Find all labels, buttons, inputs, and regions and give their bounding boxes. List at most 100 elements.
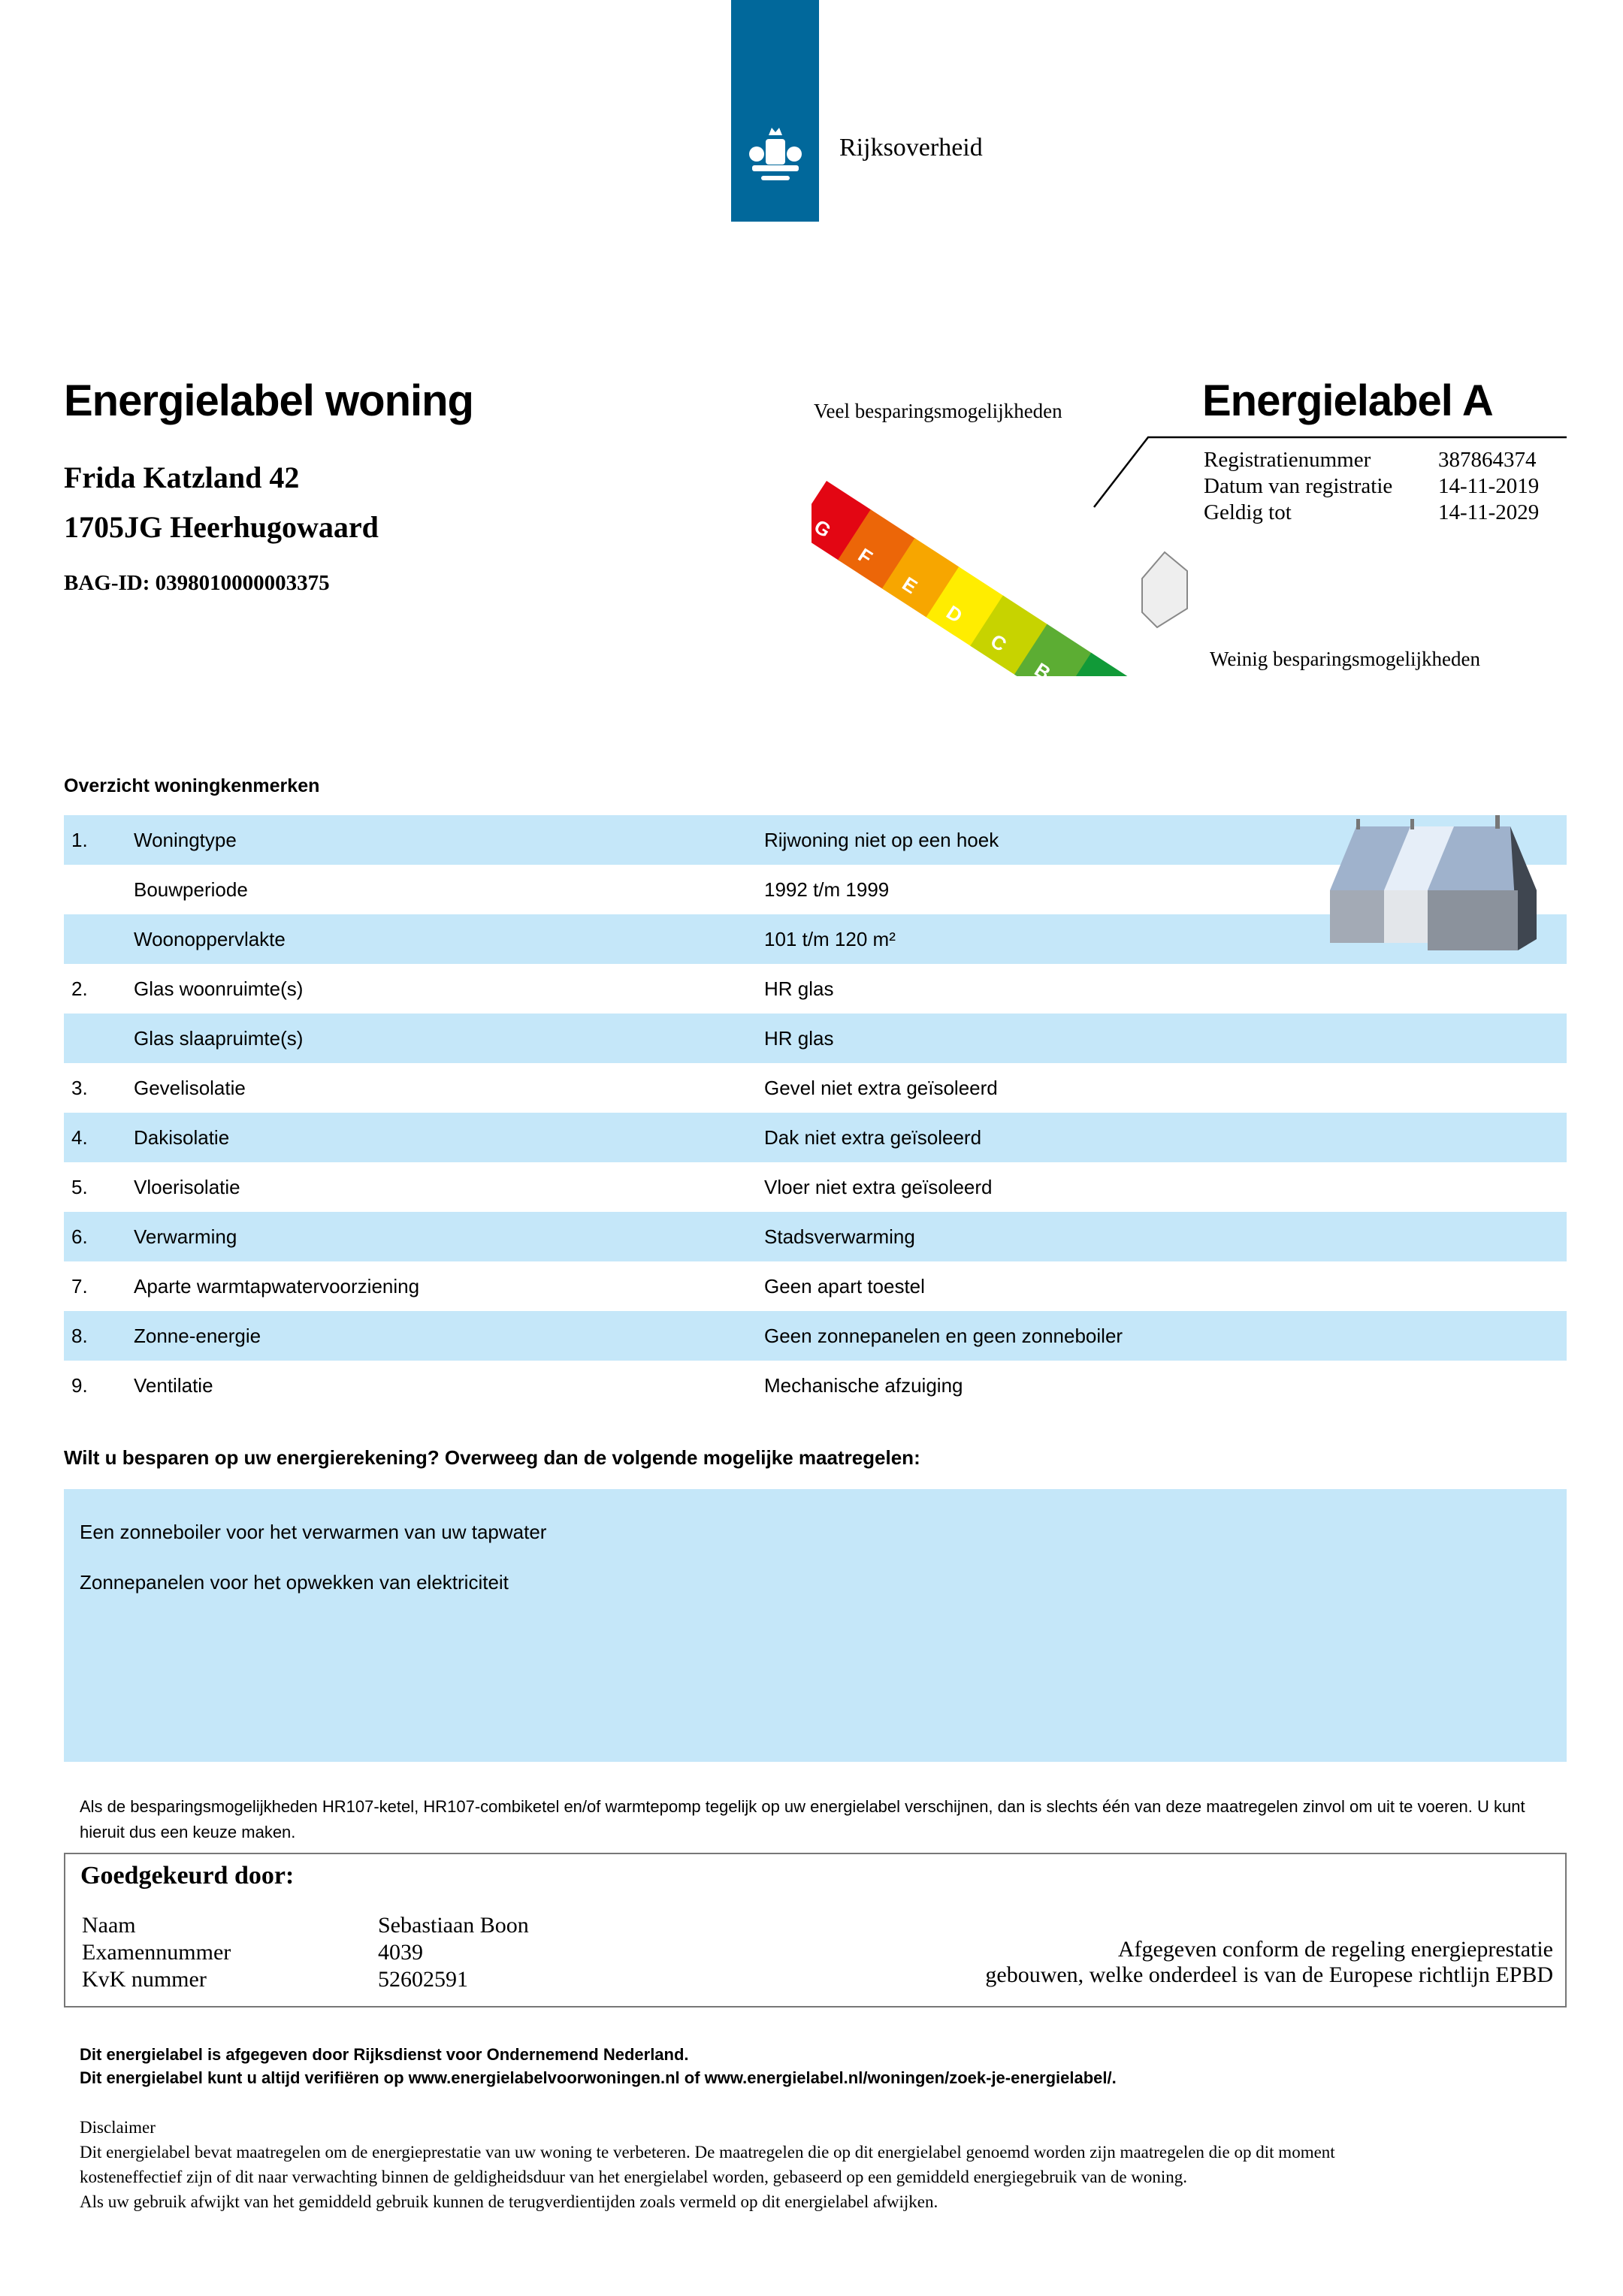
disclaimer-line: Dit energielabel bevat maatregelen om de…: [80, 2143, 1335, 2162]
overview-heading: Overzicht woningkenmerken: [64, 775, 320, 796]
rijksoverheid-logo: [731, 0, 819, 222]
approved-key: KvK nummer: [82, 1967, 207, 1992]
row-number: 7.: [71, 1274, 88, 1298]
bag-id: BAG-ID: 0398010000003375: [64, 571, 330, 595]
registration-value: 14-11-2029: [1438, 500, 1540, 524]
house-marker-icon: [1141, 551, 1188, 629]
bottom-caption: Weinig besparingsmogelijkheden: [1210, 648, 1480, 670]
registration-value: 14-11-2019: [1438, 474, 1540, 498]
conform-line: gebouwen, welke onderdeel is van de Euro…: [985, 1962, 1553, 1987]
table-row: 6. Verwarming Stadsverwarming: [64, 1212, 1567, 1261]
row-number: 4.: [71, 1125, 88, 1149]
approved-title: Goedgekeurd door:: [80, 1862, 295, 1890]
row-value: Geen zonnepanelen en geen zonneboiler: [764, 1324, 1123, 1347]
row-label: Aparte warmtapwatervoorziening: [134, 1274, 420, 1298]
row-label: Woonoppervlakte: [134, 927, 286, 950]
approved-row: KvK nummer 52602591: [82, 1967, 529, 1992]
advice-box: Een zonneboiler voor het verwarmen van u…: [64, 1489, 1567, 1762]
label-class-c: [970, 595, 1049, 675]
registration-value: 387864374: [1438, 448, 1537, 472]
label-class-f: [838, 509, 917, 590]
table-row: 1. Woningtype Rijwoning niet op een hoek: [64, 815, 1567, 865]
row-value: 101 t/m 120 m²: [764, 927, 896, 950]
row-number: 3.: [71, 1076, 88, 1099]
advice-question: Wilt u besparen op uw energierekening? O…: [64, 1446, 920, 1469]
row-label: Gevelisolatie: [134, 1076, 246, 1099]
conform-statement: Afgegeven conform de regeling energiepre…: [985, 1937, 1553, 1988]
disclaimer-line: kosteneffectief zijn of dit naar verwach…: [80, 2168, 1188, 2186]
conform-line: Afgegeven conform de regeling energiepre…: [1117, 1937, 1553, 1962]
registration-row: Registratienummer 387864374: [1204, 448, 1539, 473]
registration-row: Datum van registratie 14-11-2019: [1204, 474, 1539, 499]
row-value: Geen apart toestel: [764, 1274, 925, 1298]
table-row: 8. Zonne-energie Geen zonnepanelen en geen…: [64, 1311, 1567, 1361]
advice-item: Een zonneboiler voor het verwarmen van u…: [80, 1521, 547, 1543]
house-icon: [1330, 815, 1537, 950]
page-title: Energielabel woning: [64, 376, 474, 425]
row-label: Glas woonruimte(s): [134, 977, 304, 1000]
table-row: 7. Aparte warmtapwatervoorziening Geen apa…: [64, 1261, 1567, 1311]
row-value: HR glas: [764, 1026, 834, 1050]
address-street: Frida Katzland 42: [64, 461, 300, 494]
row-value: Dak niet extra geïsoleerd: [764, 1125, 982, 1149]
verify-text: Dit energielabel kunt u altijd verifiëre…: [80, 2068, 1117, 2087]
row-number: 1.: [71, 828, 88, 851]
table-row: 5. Vloerisolatie Vloer niet extra geïsolee…: [64, 1162, 1567, 1212]
row-value: Gevel niet extra geïsoleerd: [764, 1076, 998, 1099]
top-caption: Veel besparingsmogelijkheden: [814, 400, 1062, 422]
coat-of-arms-icon: [749, 128, 802, 180]
row-value: Mechanische afzuiging: [764, 1373, 963, 1397]
row-value: Rijwoning niet op een hoek: [764, 828, 999, 851]
disclaimer-line: Als uw gebruik afwijkt van het gemiddeld…: [80, 2192, 938, 2211]
label-class-e: [881, 538, 960, 618]
disclaimer-title: Disclaimer: [80, 2118, 156, 2137]
row-label: Verwarming: [134, 1225, 237, 1248]
approved-value: 4039: [378, 1940, 423, 1965]
approved-value: 52602591: [378, 1967, 468, 1992]
label-class-b: [1014, 624, 1093, 676]
approved-row: Examennummer 4039: [82, 1940, 529, 1965]
label-pointer-line: [1093, 436, 1567, 508]
approved-key: Examennummer: [82, 1940, 231, 1965]
table-row: 4. Dakisolatie Dak niet extra geïsoleerd: [64, 1113, 1567, 1162]
characteristics-table: 1. Woningtype Rijwoning niet op een hoek Bo…: [64, 815, 1567, 1410]
row-value: Vloer niet extra geïsoleerd: [764, 1175, 993, 1198]
table-row: 3. Gevelisolatie Gevel niet extra geïsolee…: [64, 1063, 1567, 1113]
registration-key: Registratienummer: [1204, 448, 1371, 472]
approved-details: Naam Sebastiaan Boon Examennummer 4039 KvK n…: [80, 1911, 530, 1994]
disclaimer: Disclaimer Dit energielabel bevat maatre…: [80, 2115, 1335, 2214]
note-text: Als de besparingsmogelijkheden HR107-ket…: [80, 1797, 1525, 1841]
row-label: Dakisolatie: [134, 1125, 230, 1149]
registration-key: Geldig tot: [1204, 500, 1292, 524]
row-value: Stadsverwarming: [764, 1225, 915, 1248]
registration-row: Geldig tot 14-11-2029: [1204, 500, 1539, 525]
row-label: Vloerisolatie: [134, 1175, 240, 1198]
address-city: 1705JG Heerhugowaard: [64, 510, 379, 544]
advice-item: Zonnepanelen voor het opwekken van elekt…: [80, 1571, 509, 1594]
table-row: Bouwperiode 1992 t/m 1999: [64, 865, 1567, 914]
approved-value: Sebastiaan Boon: [378, 1913, 529, 1938]
registration-key: Datum van registratie: [1204, 474, 1393, 498]
row-number: 2.: [71, 977, 88, 1000]
registration-table: Registratienummer 387864374 Datum van regi…: [1202, 446, 1540, 527]
issued-by: Dit energielabel is afgegeven door Rijks…: [80, 2045, 689, 2064]
approved-by-box: Goedgekeurd door: Naam Sebastiaan Boon Exa…: [64, 1853, 1567, 2007]
label-class-d: [926, 566, 1005, 647]
row-value: 1992 t/m 1999: [764, 878, 890, 901]
row-number: 9.: [71, 1373, 88, 1397]
row-label: Zonne-energie: [134, 1324, 261, 1347]
approved-key: Naam: [82, 1913, 136, 1938]
row-number: 5.: [71, 1175, 88, 1198]
row-label: Glas slaapruimte(s): [134, 1026, 304, 1050]
energy-label-title: Energielabel A: [1202, 376, 1494, 425]
row-label: Woningtype: [134, 828, 237, 851]
table-row: 9. Ventilatie Mechanische afzuiging: [64, 1361, 1567, 1410]
row-number: 6.: [71, 1225, 88, 1248]
row-label: Ventilatie: [134, 1373, 213, 1397]
row-number: 8.: [71, 1324, 88, 1347]
logo-text: Rijksoverheid: [839, 134, 983, 162]
approved-row: Naam Sebastiaan Boon: [82, 1913, 529, 1938]
table-row: 2. Glas woonruimte(s) HR glas: [64, 964, 1567, 1014]
energy-label-scale: GFEDCBA: [812, 481, 1188, 676]
row-label: Bouwperiode: [134, 878, 248, 901]
